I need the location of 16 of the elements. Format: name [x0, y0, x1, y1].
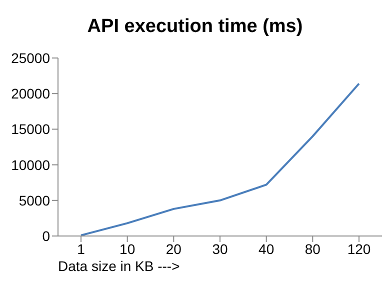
chart-title: API execution time (ms)	[86, 16, 304, 38]
x-axis-title: Data size in KB --->	[58, 258, 180, 274]
y-tick-label: 15000	[11, 121, 50, 138]
x-tick-label: 40	[258, 240, 274, 257]
x-tick-label: 20	[166, 240, 182, 257]
x-tick-label: 80	[304, 240, 321, 257]
x-tick-label: 30	[212, 240, 228, 257]
y-tick-label: 10000	[11, 156, 50, 173]
x-tick-label: 120	[347, 240, 371, 257]
y-tick-label: 20000	[11, 86, 50, 102]
y-tick-label: 5000	[18, 192, 50, 208]
line-series	[80, 82, 360, 236]
y-tick-label: 25000	[11, 50, 50, 66]
x-tick-label: 10	[120, 240, 136, 257]
x-tick-label: 1	[77, 240, 86, 257]
y-tick-label: 0	[42, 228, 50, 244]
